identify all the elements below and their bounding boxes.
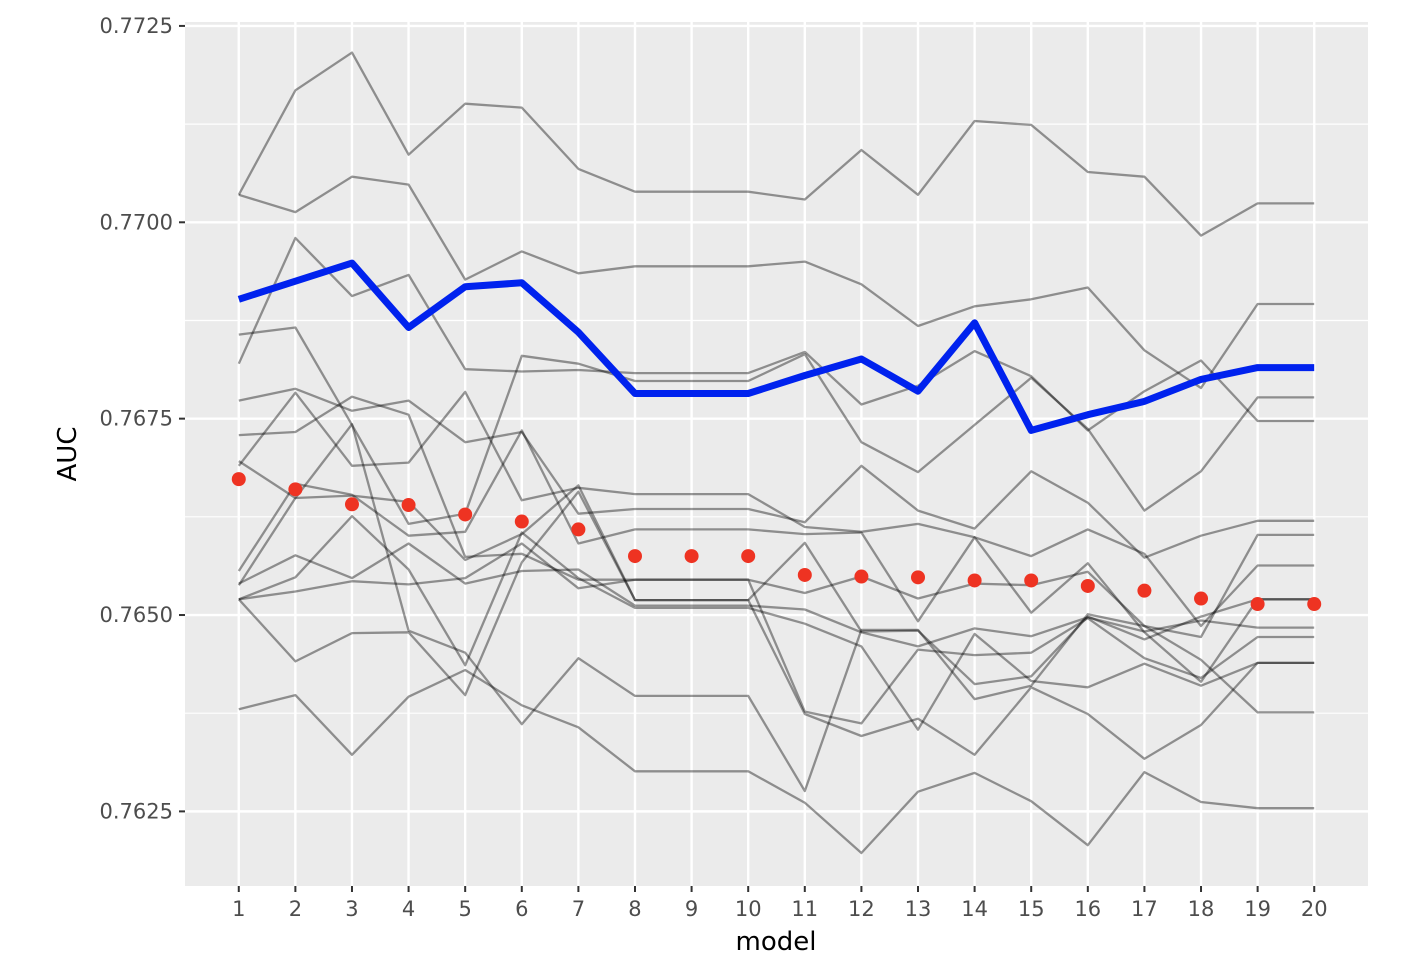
gray-series-line — [237, 484, 1315, 686]
gray-series-line — [238, 175, 1315, 390]
gray-series-line — [238, 668, 1315, 855]
gray-series-line — [238, 542, 1315, 725]
x-tick-label: 11 — [791, 897, 818, 921]
x-tick-label: 8 — [628, 897, 641, 921]
gray-series-line — [237, 490, 1315, 760]
gray-series-line — [238, 395, 1315, 639]
x-tick-label: 18 — [1188, 897, 1215, 921]
mean-point — [1250, 597, 1265, 612]
x-tick-label: 6 — [515, 897, 528, 921]
x-axis-title: model — [736, 927, 817, 957]
x-tick-label: 20 — [1301, 897, 1328, 921]
minor-gridlines — [185, 123, 1368, 714]
gray-series-line — [238, 326, 1315, 526]
mean-point — [684, 549, 699, 564]
mean-point — [571, 522, 586, 537]
mean-point — [797, 567, 812, 582]
gray-series-line — [238, 542, 1315, 648]
gray-series-line — [237, 51, 1315, 237]
x-tick-label: 13 — [905, 897, 932, 921]
x-tick-label: 12 — [848, 897, 875, 921]
mean-point — [967, 573, 982, 588]
x-tick-label: 1 — [232, 897, 245, 921]
mean-point — [401, 498, 416, 513]
x-tick-label: 2 — [289, 897, 302, 921]
mean-point — [288, 482, 303, 497]
major-gridlines — [185, 22, 1368, 886]
gray-series-line — [238, 514, 1315, 731]
x-tick-label: 9 — [685, 897, 698, 921]
x-tick-label: 5 — [458, 897, 471, 921]
x-tick-label: 14 — [961, 897, 988, 921]
y-tick-label: 0.7650 — [100, 603, 173, 627]
gray-series-line — [237, 429, 1315, 683]
mean-point — [344, 497, 359, 512]
highlight-series-line — [237, 259, 1315, 434]
mean-point — [231, 472, 246, 487]
mean-point — [627, 549, 642, 564]
mean-point — [1307, 597, 1322, 612]
highlight-line — [237, 259, 1315, 434]
mean-points — [231, 472, 1322, 612]
x-tick-label: 3 — [345, 897, 358, 921]
x-tick-label: 16 — [1074, 897, 1101, 921]
mean-point — [458, 507, 473, 522]
gray-series-lines — [237, 51, 1315, 855]
mean-point — [1194, 591, 1209, 606]
mean-point — [514, 514, 529, 529]
mean-point — [1137, 583, 1152, 598]
x-tick-label: 4 — [402, 897, 415, 921]
mean-point — [741, 549, 756, 564]
mean-point — [1024, 573, 1039, 588]
gray-series-line — [238, 387, 1315, 559]
mean-point — [1080, 578, 1095, 593]
gray-series-line — [238, 423, 1315, 793]
x-tick-label: 17 — [1131, 897, 1158, 921]
y-tick-label: 0.7725 — [100, 14, 173, 38]
plot-panel — [185, 22, 1368, 886]
x-tick-label: 19 — [1244, 897, 1271, 921]
x-tick-label: 15 — [1018, 897, 1045, 921]
x-tick-label: 7 — [572, 897, 585, 921]
y-tick-label: 0.7675 — [100, 407, 173, 431]
y-tick-label: 0.7625 — [100, 799, 173, 823]
gray-series-line — [237, 236, 1315, 432]
y-axis-title: AUC — [53, 427, 83, 482]
gray-series-line — [237, 390, 1315, 628]
x-tick-label: 10 — [735, 897, 762, 921]
y-tick-label: 0.7700 — [100, 210, 173, 234]
mean-point — [854, 569, 869, 584]
mean-point — [911, 570, 926, 585]
